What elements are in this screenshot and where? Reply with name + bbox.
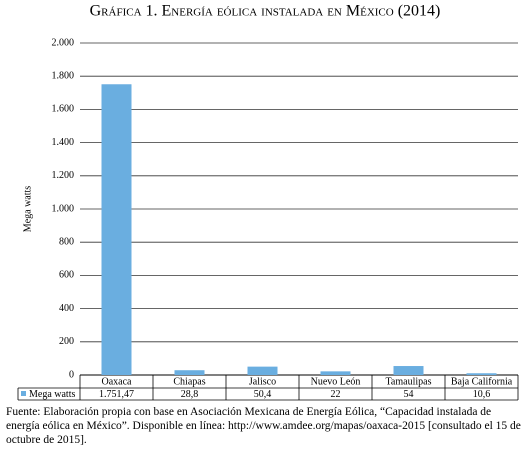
chart-title: Gráfica 1. Energía eólica instalada en M… [90,3,441,20]
data-label: 22 [331,389,341,400]
data-label: 50,4 [254,389,272,400]
y-tick-label: 1.200 [52,170,75,181]
y-tick-label: 1.400 [52,137,75,148]
x-tick-label: Nuevo León [311,376,361,387]
y-tick-label: 1.600 [52,104,75,115]
x-tick-label: Baja California [451,376,513,387]
data-label: 1.751,47 [99,389,134,400]
bar [101,84,132,375]
data-label: 54 [404,389,414,400]
legend-label: Mega watts [29,389,75,400]
x-tick-label: Tamaulipas [386,376,432,387]
source-note: Fuente: Elaboración propia con base en A… [6,406,521,446]
y-tick-label: 1.800 [52,70,75,81]
y-tick-label: 1.000 [52,203,75,214]
y-tick-label: 200 [59,336,74,347]
bar [247,366,278,375]
bar [393,366,424,375]
legend-swatch [21,391,26,396]
y-tick-label: 600 [59,270,74,281]
y-tick-label: 2.000 [52,37,75,48]
bar [174,370,205,375]
data-label: 28,8 [181,389,199,400]
bar [320,371,351,375]
x-tick-label: Jalisco [249,376,276,387]
y-tick-label: 800 [59,236,74,247]
x-tick-label: Chiapas [173,376,205,387]
y-tick-label: 400 [59,303,74,314]
bar [466,373,497,375]
chart: Gráfica 1. Energía eólica instalada en M… [17,3,519,401]
y-axis-label: Mega watts [22,186,33,232]
x-tick-label: Oaxaca [102,376,133,387]
y-tick-label: 0 [69,369,74,380]
data-label: 10,6 [473,389,491,400]
